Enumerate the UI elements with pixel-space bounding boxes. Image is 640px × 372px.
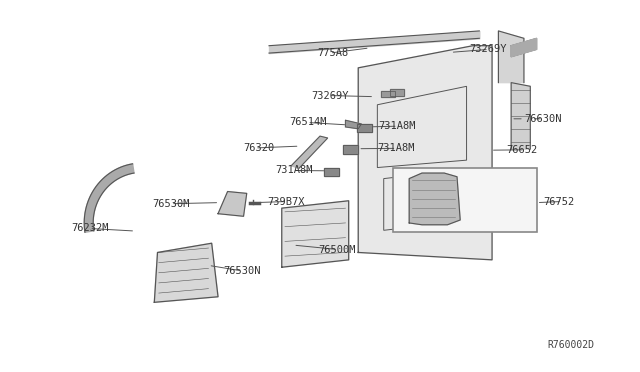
Polygon shape: [218, 192, 246, 216]
Text: 76232M: 76232M: [71, 224, 108, 234]
Bar: [343, 145, 358, 154]
Text: 76752: 76752: [543, 196, 574, 206]
Text: 76500M: 76500M: [319, 244, 356, 254]
Bar: [343, 145, 358, 154]
Polygon shape: [84, 164, 134, 232]
Polygon shape: [291, 136, 328, 168]
Text: 731A8M: 731A8M: [275, 166, 312, 176]
Polygon shape: [154, 243, 218, 302]
Bar: [357, 124, 372, 132]
Polygon shape: [511, 83, 531, 149]
Polygon shape: [358, 46, 492, 260]
Text: 73269Y: 73269Y: [470, 44, 508, 54]
Text: 76320: 76320: [243, 143, 274, 153]
Polygon shape: [282, 201, 349, 267]
Text: 739B7X: 739B7X: [268, 196, 305, 206]
Text: 76514M: 76514M: [289, 118, 326, 128]
Text: 76752C: 76752C: [455, 180, 493, 190]
Text: 731A8M: 731A8M: [379, 121, 416, 131]
Text: 76530N: 76530N: [223, 266, 260, 276]
Polygon shape: [346, 120, 362, 129]
Bar: [324, 167, 339, 176]
Text: R760002D: R760002D: [547, 340, 594, 350]
Polygon shape: [511, 38, 537, 57]
Text: 76652: 76652: [506, 145, 538, 155]
Bar: [390, 89, 404, 96]
Polygon shape: [499, 31, 524, 83]
Text: 73269Y: 73269Y: [311, 90, 349, 100]
FancyBboxPatch shape: [394, 167, 537, 232]
Bar: [381, 91, 394, 97]
Polygon shape: [409, 173, 460, 225]
Text: 731A8M: 731A8M: [378, 143, 415, 153]
Text: 76630N: 76630N: [524, 114, 561, 124]
Bar: [390, 89, 404, 96]
Text: 775A8: 775A8: [317, 48, 349, 58]
Text: 76530M: 76530M: [152, 199, 190, 209]
Bar: [324, 167, 339, 176]
Bar: [381, 91, 394, 97]
Bar: [357, 124, 372, 132]
